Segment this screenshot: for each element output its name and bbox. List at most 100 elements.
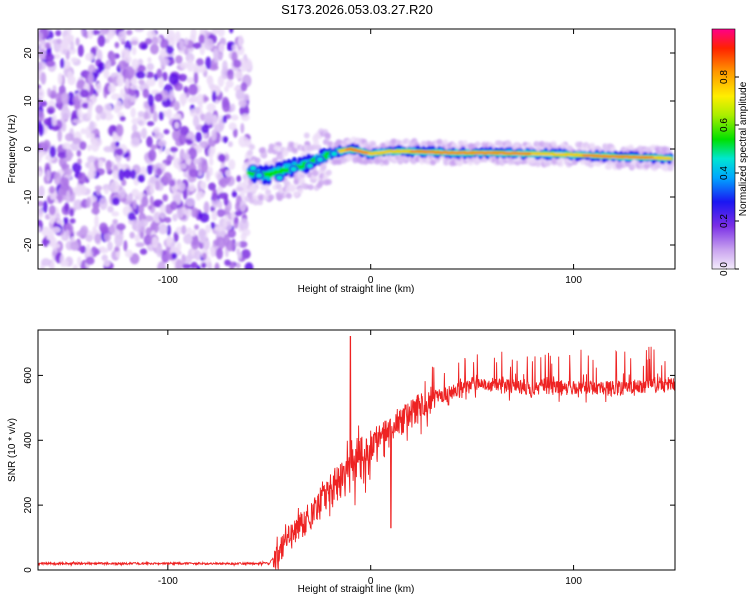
spectrogram-noise-cell [149, 176, 156, 184]
spectrogram-noise-cell [52, 250, 57, 257]
snr-x-label: Height of straight line (km) [298, 584, 415, 595]
spectrogram-noise-cell [173, 231, 179, 243]
spectrogram-noise-cell [228, 122, 237, 131]
spectrogram-noise-cell [62, 142, 72, 150]
spectrogram-halo-cell [285, 192, 292, 199]
spectrogram-halo-cell [323, 179, 330, 186]
spectrogram-noise-cell [38, 150, 45, 158]
spectrogram-noise-cell [53, 53, 61, 59]
colorbar-tick-label: 0.8 [719, 70, 730, 84]
spectrogram-noise-cell [211, 29, 219, 35]
spectrogram-noise-cell [43, 118, 52, 126]
spectrogram-noise-cell [237, 251, 242, 260]
spectrogram-noise-cell [185, 208, 192, 217]
spectrogram-halo-cell [514, 142, 521, 149]
spectrogram-noise-cell [192, 115, 200, 128]
spectrogram-noise-cell [87, 101, 93, 113]
spectrogram-noise-cell [130, 169, 137, 180]
spectrogram-noise-cell [147, 93, 154, 107]
spectrogram-noise-cell [112, 197, 120, 206]
spectrogram-noise-cell [80, 128, 86, 135]
spectrogram-noise-cell [116, 223, 126, 231]
spectrogram-noise-cell [129, 231, 135, 239]
spectrogram-halo-cell [300, 183, 307, 190]
spectrogram-noise-cell [151, 36, 159, 45]
spectrogram-halo-cell [265, 189, 272, 196]
spectrogram-noise-cell [203, 238, 210, 251]
spectrogram-noise-cell [115, 154, 122, 163]
spectrogram-noise-cell [40, 72, 47, 85]
spectrogram-noise-cell [166, 45, 174, 55]
spectrogram-noise-cell [72, 137, 81, 144]
spectrogram-halo-cell [254, 157, 261, 164]
spectrogram-noise-cell [60, 57, 65, 69]
spectrogram-noise-cell [186, 77, 195, 84]
snr-series [38, 336, 675, 570]
spectrogram-noise-cell [57, 151, 68, 159]
snr-y-tick-label: 400 [23, 431, 34, 448]
spectrogram-noise-cell [90, 139, 100, 152]
spectrogram-noise-cell [139, 218, 149, 228]
spectrogram-noise-cell [70, 57, 78, 63]
spectrogram-noise-cell [80, 29, 86, 37]
spectrogram-noise-cell [179, 39, 185, 52]
spectrogram-noise-cell [230, 114, 239, 121]
spectrogram-onset-core [276, 175, 283, 180]
spectrogram-noise-cell [38, 207, 44, 219]
spectrogram-noise-cell [200, 113, 206, 121]
spectrogram-noise-cell [79, 245, 87, 254]
spectrogram-noise-cell [212, 47, 219, 59]
spectrogram-noise-cell [48, 229, 55, 243]
spectrogram-noise-cell [146, 30, 157, 39]
spectrogram-noise-cell [232, 59, 242, 68]
spectrogram-noise-cell [131, 118, 140, 125]
spectrogram-noise-cell [156, 167, 163, 176]
spectrogram-noise-cell [225, 169, 232, 178]
spectrogram-halo-cell [313, 139, 320, 146]
spectrogram-x-tick-label: 100 [565, 275, 582, 286]
spectrogram-noise-cell [77, 44, 84, 57]
spectrogram-halo-cell [627, 144, 634, 151]
spectrogram-noise-cell [238, 99, 248, 108]
spectrogram-halo-cell [318, 179, 325, 186]
spectrogram-noise-cell [104, 188, 109, 195]
spectrogram-noise-cell [171, 252, 178, 260]
spectrogram-noise-cell [242, 228, 251, 237]
spectrogram-noise-cell [192, 42, 202, 49]
spectrogram-noise-cell [123, 169, 132, 179]
spectrogram-x-tick-label: -100 [158, 275, 178, 286]
spectrogram-noise-cell [217, 29, 225, 38]
spectrogram-noise-cell [200, 182, 207, 190]
spectrogram-halo-cell [324, 132, 331, 139]
spectrogram-noise-cell [197, 65, 207, 73]
spectrogram-halo-cell [268, 194, 275, 201]
spectrogram-noise-cell [221, 99, 231, 113]
spectrogram-halo-cell [474, 141, 481, 148]
spectrogram-noise-cell [178, 182, 186, 192]
spectrogram-noise-cell [77, 158, 82, 165]
spectrogram-noise-cell [99, 197, 108, 210]
spectrogram-noise-cell [237, 35, 244, 47]
spectrogram-noise-cell [193, 63, 198, 73]
spectrogram-noise-cell [43, 200, 48, 214]
spectrogram-noise-cell [139, 248, 148, 255]
spectrogram-noise-cell [217, 75, 225, 88]
spectrogram-noise-cell [204, 111, 214, 125]
spectrogram-noise-cell [183, 37, 189, 46]
spectrogram-noise-cell [231, 191, 238, 198]
spectrogram-noise-cell [57, 72, 63, 86]
spectrogram-noise-cell [123, 96, 133, 110]
spectrogram-noise-cell [45, 169, 51, 183]
spectrogram-noise-cell [102, 183, 111, 191]
spectrogram-noise-cell [67, 91, 75, 105]
spectrogram-halo-cell [260, 184, 267, 191]
spectrogram-noise-cell [197, 212, 203, 219]
spectrogram-noise-cell [41, 226, 51, 237]
spectrogram-noise-cell [106, 59, 111, 70]
spectrogram-noise-cell [149, 183, 154, 195]
spectrogram-noise-cell [103, 69, 110, 79]
spectrogram-noise-cell [94, 185, 103, 192]
spectrogram-noise-cell [85, 243, 91, 256]
spectrogram-ridge-core [667, 157, 673, 160]
